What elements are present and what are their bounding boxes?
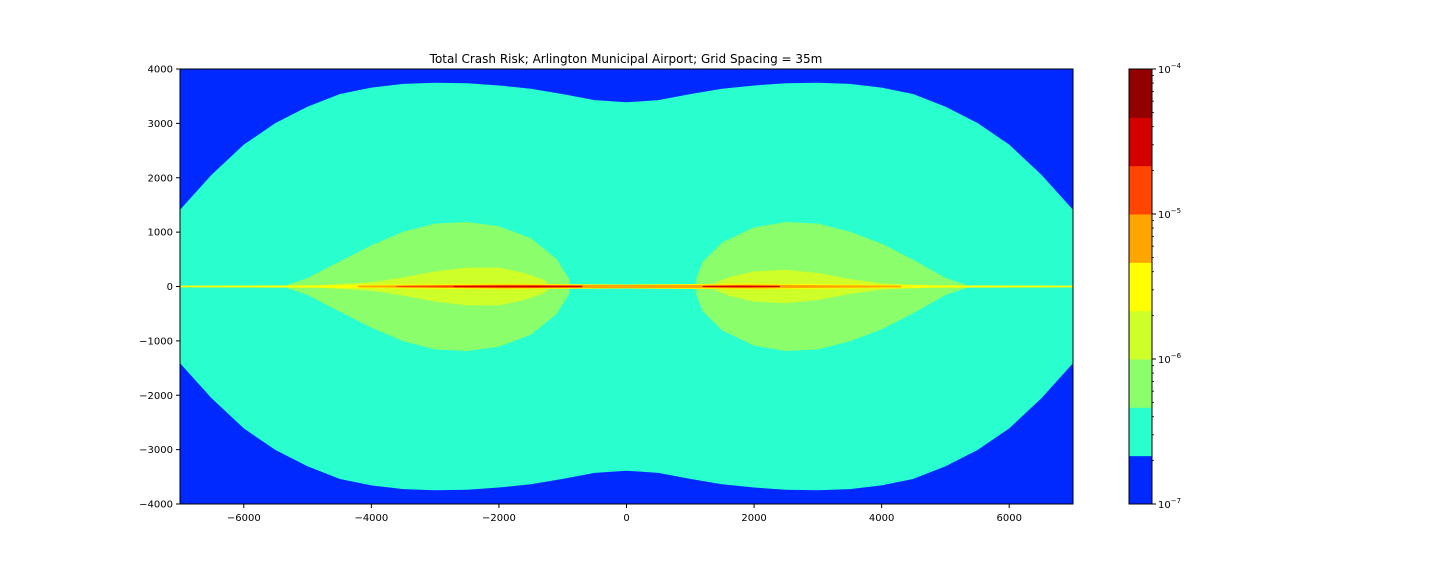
y-tick-label: 1000 [148, 228, 173, 239]
colorbar-band [1129, 262, 1152, 312]
colorbar-tick-label: 10−5 [1158, 207, 1181, 221]
colorbar-band [1129, 455, 1152, 505]
y-tick-label: −2000 [139, 391, 173, 402]
colorbar-band [1129, 117, 1152, 167]
x-axis: −6000 −4000 −2000 0 2000 4000 6000 [227, 504, 1022, 524]
y-tick-label: −3000 [139, 445, 173, 456]
x-tick-label: 4000 [869, 513, 894, 524]
y-tick-label: 4000 [148, 65, 173, 76]
colorbar-band [1129, 165, 1152, 215]
colorbar-tick-label: 10−6 [1158, 352, 1182, 366]
colorbar-tick-label: 10−4 [1158, 62, 1182, 76]
y-tick-label: 0 [167, 282, 173, 293]
chart-title: Total Crash Risk; Arlington Municipal Ai… [429, 52, 823, 66]
colorbar-tick-label: 10−7 [1158, 497, 1181, 511]
contour-layer [179, 82, 1074, 491]
colorbar-band [1129, 310, 1152, 360]
colorbar-ticks: 10−7 10−6 10−5 10−4 [1152, 62, 1182, 511]
y-axis: 4000 3000 2000 1000 0 −1000 −2000 −3000 −4000 [139, 65, 180, 511]
y-tick-label: 2000 [148, 173, 173, 184]
x-tick-label: 6000 [996, 513, 1021, 524]
colorbar: 10−7 10−6 10−5 10−4 [1128, 62, 1182, 511]
y-tick-label: −1000 [139, 336, 173, 347]
colorbar-band [1129, 407, 1152, 457]
colorbar-frame [1128, 68, 1153, 505]
contour-region-10 [702, 285, 780, 288]
colorbar-band [1129, 214, 1152, 263]
y-tick-label: 3000 [148, 119, 173, 130]
colorbar-band [1129, 359, 1152, 408]
plot-area [179, 68, 1074, 505]
colorbar-bands [1129, 69, 1152, 505]
y-tick-label: −4000 [139, 500, 173, 511]
x-tick-label: −2000 [482, 513, 516, 524]
x-tick-label: −4000 [354, 513, 388, 524]
colorbar-band [1129, 69, 1152, 118]
x-tick-label: 0 [623, 513, 629, 524]
x-tick-label: 2000 [741, 513, 766, 524]
x-tick-label: −6000 [227, 513, 261, 524]
contour-region-9 [453, 285, 583, 288]
